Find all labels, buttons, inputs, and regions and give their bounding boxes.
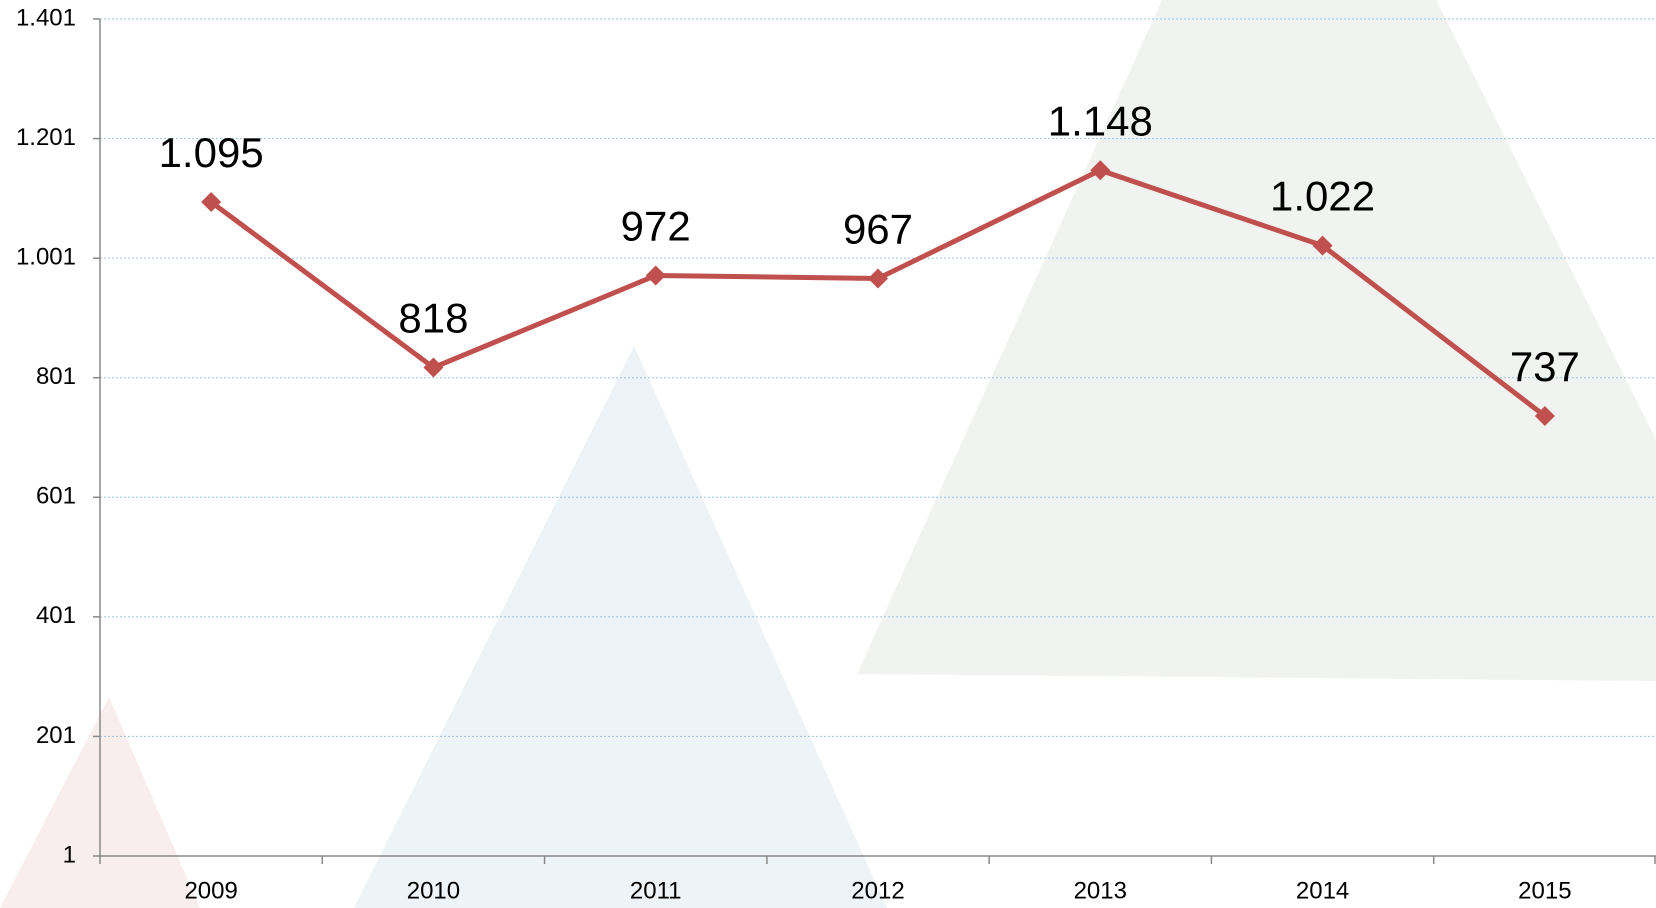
- y-tick-label: 801: [36, 363, 76, 390]
- background-shape: [857, 0, 1656, 681]
- data-label: 1.148: [1048, 97, 1153, 144]
- y-tick-label: 1.401: [16, 4, 76, 31]
- y-tick-label: 401: [36, 602, 76, 629]
- x-tick-label: 2014: [1296, 877, 1349, 904]
- background-shape: [354, 346, 887, 908]
- x-tick-label: 2012: [851, 877, 904, 904]
- data-marker: [423, 357, 444, 378]
- y-tick-label: 201: [36, 722, 76, 749]
- x-tick-label: 2013: [1074, 877, 1127, 904]
- data-marker: [1312, 235, 1333, 256]
- data-marker: [645, 265, 666, 286]
- data-marker: [201, 191, 222, 212]
- x-tick-label: 2011: [630, 877, 682, 904]
- data-label: 818: [398, 295, 468, 342]
- data-label: 972: [621, 203, 691, 250]
- data-label: 967: [843, 206, 913, 253]
- x-tick-label: 2010: [407, 877, 460, 904]
- x-tick-label: 2015: [1518, 877, 1571, 904]
- y-tick-label: 1: [63, 841, 76, 868]
- data-marker: [1534, 405, 1555, 426]
- data-label: 1.022: [1270, 173, 1375, 220]
- data-marker: [1090, 160, 1111, 181]
- y-tick-label: 1.201: [16, 124, 76, 151]
- y-tick-label: 1.001: [16, 243, 76, 270]
- x-tick-label: 2009: [184, 877, 237, 904]
- data-marker: [868, 268, 888, 289]
- data-label: 737: [1510, 343, 1580, 390]
- data-label: 1.095: [159, 129, 264, 176]
- y-tick-label: 601: [36, 483, 76, 510]
